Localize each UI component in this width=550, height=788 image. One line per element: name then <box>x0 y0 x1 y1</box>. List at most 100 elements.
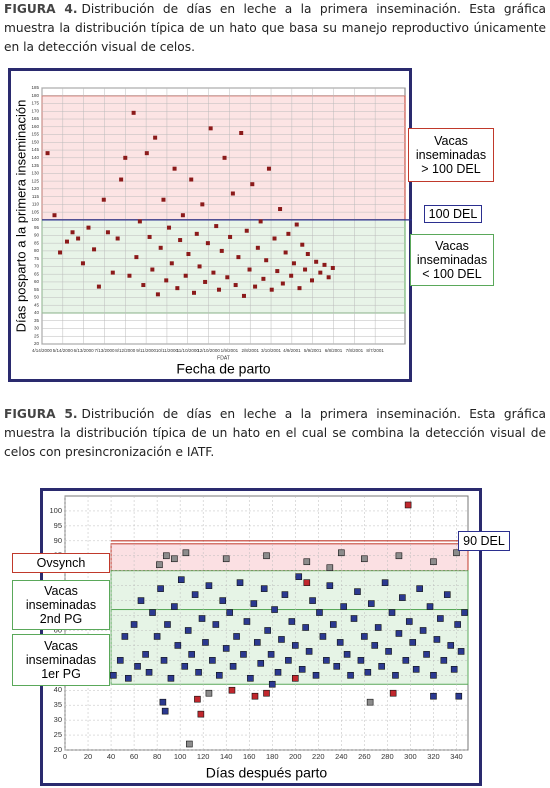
point <box>96 284 101 289</box>
y-tick-label: 120 <box>31 186 39 191</box>
point <box>189 177 194 182</box>
point <box>261 276 266 281</box>
point <box>167 225 172 230</box>
point <box>52 213 57 218</box>
point <box>378 663 385 670</box>
reference-label: 100 DEL <box>424 205 482 223</box>
y-tick-label: 115 <box>32 194 40 199</box>
point <box>350 615 358 622</box>
point <box>45 151 50 156</box>
point <box>247 267 252 272</box>
point <box>211 270 216 275</box>
point <box>141 283 146 288</box>
point <box>76 236 81 241</box>
point <box>255 245 260 250</box>
y-tick-label: 40 <box>34 310 40 315</box>
point <box>381 579 389 586</box>
point <box>258 219 263 224</box>
x-tick-label: 180 <box>266 752 279 761</box>
point <box>250 182 255 187</box>
point <box>161 197 166 202</box>
x-tick-label: 4/9/2001 <box>283 348 301 353</box>
y-tick-label: 20 <box>34 341 40 346</box>
y-tick-label: 60 <box>34 279 40 284</box>
point <box>322 262 327 267</box>
point <box>285 657 292 664</box>
point <box>153 135 158 140</box>
point <box>303 579 311 586</box>
x-tick-label: 280 <box>381 752 394 761</box>
point <box>309 278 314 283</box>
y-tick-label: 40 <box>54 685 62 694</box>
point <box>278 636 285 643</box>
point <box>110 270 115 275</box>
point <box>116 657 124 664</box>
x-tick-label: 2/8/2001 <box>241 348 259 353</box>
point <box>134 255 139 260</box>
y-tick-label: 95 <box>54 521 62 530</box>
point <box>305 252 310 257</box>
x-tick-label: 340 <box>450 752 463 761</box>
y-tick-label: 85 <box>34 240 40 245</box>
point <box>426 603 434 610</box>
point <box>457 648 465 655</box>
point <box>455 692 463 700</box>
annotation: Vacas inseminadas > 100 DEL <box>408 128 494 182</box>
point <box>389 689 397 697</box>
point <box>180 213 185 218</box>
point <box>354 588 361 595</box>
x-tick-label: 1/9/2001 <box>221 348 239 353</box>
point <box>205 689 213 697</box>
y-tick-label: 55 <box>34 287 40 292</box>
point <box>453 549 460 557</box>
point <box>58 250 63 255</box>
point <box>184 627 192 634</box>
point <box>86 225 91 230</box>
y-tick-label: 155 <box>31 132 39 137</box>
x-tick-label: 260 <box>358 752 371 761</box>
y-tick-label: 145 <box>31 147 39 152</box>
point <box>278 207 283 212</box>
point <box>64 239 69 244</box>
point <box>450 666 458 673</box>
y-tick-label: 35 <box>54 700 62 709</box>
x-tick-label: 160 <box>243 752 256 761</box>
x-tick-label: 20 <box>84 752 92 761</box>
point <box>412 666 420 673</box>
point <box>222 645 230 652</box>
x-tick-label: 12/10/2000 <box>197 348 220 353</box>
point <box>251 692 259 700</box>
point <box>326 582 334 589</box>
y-tick-label: 110 <box>32 202 40 207</box>
point <box>175 286 180 291</box>
y-tick-label: 50 <box>34 295 40 300</box>
x-tick-label: 60 <box>130 752 138 761</box>
point <box>244 228 249 233</box>
point <box>303 558 311 566</box>
point <box>447 642 455 649</box>
point <box>423 651 430 658</box>
point <box>395 630 403 637</box>
point <box>144 151 149 156</box>
point <box>161 707 169 715</box>
point <box>298 666 306 673</box>
point <box>343 651 351 658</box>
point <box>419 627 427 634</box>
point <box>156 561 163 569</box>
point <box>336 639 344 646</box>
y-tick-label: 125 <box>31 178 39 183</box>
point <box>286 231 291 236</box>
point <box>183 273 188 278</box>
y-tick-label: 165 <box>31 116 39 121</box>
x-tick-label: 120 <box>197 752 210 761</box>
point <box>130 621 138 628</box>
point <box>160 657 168 664</box>
y-tick-label: 100 <box>49 506 62 515</box>
point <box>200 202 205 207</box>
x-tick-label: 100 <box>174 752 187 761</box>
point <box>364 669 372 676</box>
point <box>330 265 335 270</box>
caption: FIGURA 5. Distribución de días en leche a… <box>4 405 546 462</box>
point <box>233 283 238 288</box>
